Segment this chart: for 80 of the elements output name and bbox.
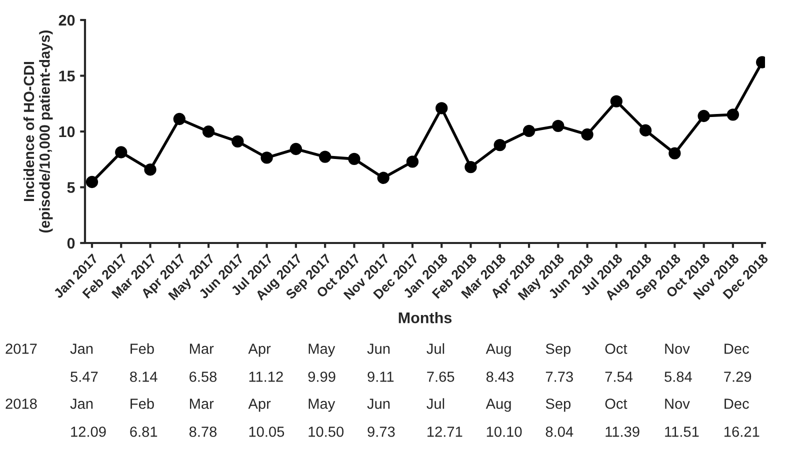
text: 9.11 bbox=[368, 372, 394, 382]
text: Jul bbox=[426, 343, 444, 354]
x-axis-title: Months bbox=[398, 312, 452, 324]
text: 16.21 bbox=[724, 426, 760, 437]
point bbox=[698, 110, 710, 122]
point bbox=[726, 108, 740, 121]
text: Nov bbox=[665, 398, 690, 409]
point bbox=[318, 150, 332, 163]
text: Sep bbox=[546, 398, 571, 412]
text: 2018 bbox=[6, 398, 37, 409]
text: Feb bbox=[130, 398, 154, 409]
text: Aug bbox=[486, 344, 511, 357]
y-tick-label: 20 bbox=[58, 14, 75, 26]
text: Nov bbox=[665, 344, 690, 354]
text: 11.51 bbox=[665, 426, 699, 437]
point bbox=[202, 126, 215, 138]
text: 10.50 bbox=[308, 426, 344, 437]
text: Jul bbox=[426, 398, 444, 409]
text: Mar bbox=[190, 398, 214, 409]
text: 12.09 bbox=[71, 426, 106, 437]
text: Sep bbox=[546, 344, 571, 357]
text: 5.47 bbox=[70, 372, 98, 382]
text: Oct bbox=[605, 398, 628, 409]
text: Apr bbox=[248, 344, 271, 357]
text: 7.29 bbox=[724, 372, 752, 382]
point bbox=[86, 176, 98, 188]
text: 10.05 bbox=[249, 426, 284, 437]
point bbox=[494, 139, 506, 152]
text: 8.43 bbox=[486, 372, 514, 382]
text: May bbox=[308, 344, 336, 357]
text: Feb bbox=[130, 343, 154, 354]
text: Aug bbox=[486, 398, 511, 412]
text: 7.54 bbox=[605, 372, 633, 382]
text: 10.10 bbox=[486, 426, 522, 437]
point bbox=[610, 95, 622, 108]
text: Dec bbox=[724, 398, 749, 409]
text: 9.99 bbox=[308, 372, 336, 382]
point bbox=[115, 146, 128, 158]
point bbox=[348, 152, 360, 166]
text: 6.58 bbox=[190, 372, 217, 382]
text: 2017 bbox=[6, 344, 37, 354]
point bbox=[522, 124, 536, 138]
point bbox=[260, 152, 273, 164]
text: Apr bbox=[248, 398, 271, 412]
text: 8.14 bbox=[130, 372, 158, 382]
point bbox=[406, 156, 419, 168]
text: Jun bbox=[367, 398, 390, 409]
text: 8.78 bbox=[189, 426, 217, 437]
y-tick-label: 0 bbox=[67, 238, 75, 249]
point bbox=[144, 164, 156, 176]
text: 11.39 bbox=[606, 426, 640, 437]
y-tick-label: 5 bbox=[67, 182, 75, 193]
text: 11.12 bbox=[249, 372, 283, 382]
text: Jan bbox=[70, 398, 93, 409]
text: 8.04 bbox=[546, 426, 574, 437]
text: Jun bbox=[367, 344, 390, 354]
y-axis-title: Incidence of HO-CDI (episode/10,000 patient-days) bbox=[23, 30, 53, 232]
point bbox=[232, 135, 244, 148]
y-tick-label: 10 bbox=[59, 126, 75, 138]
text: May bbox=[308, 398, 336, 412]
point bbox=[581, 128, 594, 141]
text: 7.73 bbox=[546, 372, 573, 382]
text: Oct bbox=[605, 344, 628, 354]
text: Mar bbox=[190, 344, 214, 354]
point bbox=[436, 102, 448, 114]
point bbox=[290, 142, 302, 156]
text: 7.65 bbox=[427, 372, 454, 382]
point bbox=[464, 160, 477, 174]
text: 9.73 bbox=[368, 426, 395, 437]
text: Jan bbox=[70, 344, 93, 354]
point bbox=[552, 120, 564, 132]
point bbox=[173, 112, 186, 126]
point bbox=[668, 147, 681, 160]
y-tick-label: 15 bbox=[59, 70, 75, 82]
point bbox=[639, 124, 652, 136]
text: 5.84 bbox=[664, 372, 692, 382]
text: 6.81 bbox=[130, 426, 158, 437]
text: Dec bbox=[724, 344, 749, 354]
text: 12.71 bbox=[428, 426, 462, 437]
point bbox=[377, 172, 390, 184]
